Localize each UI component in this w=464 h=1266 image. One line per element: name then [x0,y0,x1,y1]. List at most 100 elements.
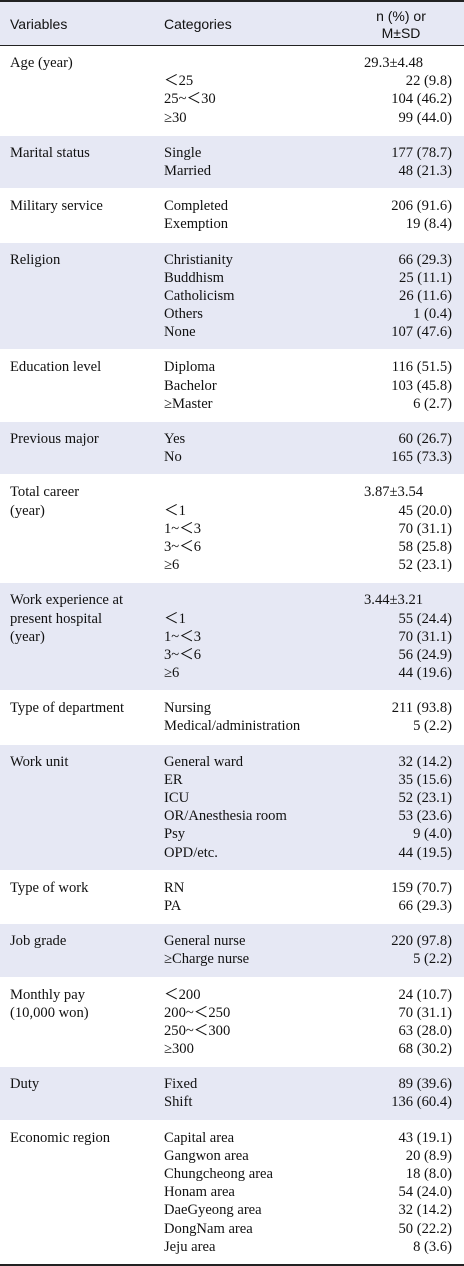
category-cell: Married [164,162,212,179]
header-n-line2: M±SD [381,25,421,41]
table-row: 1~＜3 70 (31.1) [0,628,464,646]
n-percent-cell: 63 (28.0) [398,1022,452,1039]
table-row: Completed 206 (91.6) [0,197,464,215]
n-percent-cell: 103 (45.8) [391,377,452,394]
n-percent-cell: 58 (25.8) [398,538,452,555]
variable-name: Military service [10,198,103,215]
category-cell: 1~＜3 [164,520,202,537]
n-percent-cell: 56 (24.9) [398,646,452,663]
variable-group: Economic region Capital area 43 (19.1) Gang… [0,1121,464,1266]
n-percent-cell: 43 (19.1) [398,1129,452,1146]
table-row: ≥300 68 (30.2) [0,1040,464,1058]
variable-name: Work experience at present hospital (yea… [10,592,124,645]
table-row: No 165 (73.3) [0,448,464,466]
category-cell: OR/Anesthesia room [164,808,287,825]
n-percent-cell: 60 (26.7) [398,431,452,447]
n-percent-cell: 99 (44.0) [398,109,452,126]
n-percent-cell: 211 (93.8) [391,700,452,717]
n-percent-cell: 116 (51.5) [391,359,452,376]
table-row: Gangwon area 20 (8.9) [0,1147,464,1165]
variable-name: Monthly pay (10,000 won) [10,986,89,1021]
variable-name: Duty [10,1076,40,1093]
category-cell: General nurse [164,933,246,950]
n-percent-cell: 26 (11.6) [399,287,452,304]
table-row: Buddhism 25 (11.1) [0,269,464,287]
n-percent-cell: 45 (20.0) [398,502,452,519]
variable-name: Marital status [10,144,90,161]
variable-group: Age (year) 29.3±4.48 ＜25 22 (9.8) 25~＜30 104 … [0,46,464,136]
category-cell: Medical/administration [164,718,301,735]
variable-name: Type of work [10,879,89,896]
table-row: ICU 52 (23.1) [0,789,464,807]
n-percent-cell: 89 (39.6) [398,1076,452,1093]
category-cell: ≥300 [164,1041,194,1058]
n-percent-cell: 70 (31.1) [398,1004,452,1021]
variable-name: Age (year) [10,55,73,71]
n-percent-cell: 32 (14.2) [398,753,452,770]
n-percent-cell: 8 (3.6) [413,1238,452,1255]
table-row: None 107 (47.6) [0,323,464,341]
table-row: Jeju area 8 (3.6) [0,1238,464,1256]
n-percent-cell: 50 (22.2) [398,1220,452,1237]
n-percent-cell: 206 (91.6) [391,198,452,215]
n-percent-cell: 70 (31.1) [398,628,452,645]
n-percent-cell: 165 (73.3) [391,449,452,466]
variable-group: Religion Christianity 66 (29.3) Buddhism 25 … [0,242,464,351]
category-cell: ＜1 [164,502,186,519]
table-row: Married 48 (21.3) [0,162,464,180]
category-cell [164,483,334,501]
category-cell: 200~＜250 [164,1004,231,1021]
n-percent-cell: 22 (9.8) [405,73,452,90]
n-percent-cell: 5 (2.2) [413,718,452,735]
table-row: 200~＜250 70 (31.1) [0,1004,464,1022]
n-percent-cell: 54 (24.0) [398,1184,452,1201]
variable-group: Total career (year) 3.87±3.54 ＜1 45 (20.0) 1… [0,475,464,584]
table-row: Yes 60 (26.7) [0,430,464,448]
table-row: DaeGyeong area 32 (14.2) [0,1201,464,1219]
n-percent-cell: 68 (30.2) [398,1041,452,1058]
table-row: OPD/etc. 44 (19.5) [0,844,464,862]
category-cell: Completed [164,198,229,215]
n-percent-cell: 66 (29.3) [398,251,452,268]
table-row: PA 66 (29.3) [0,897,464,915]
variable-group: Duty Fixed 89 (39.6) Shift 136 (60.4) [0,1067,464,1121]
n-percent-cell: 52 (23.1) [398,557,452,574]
variable-group: Type of department Nursing 211 (93.8) Medic… [0,691,464,745]
n-percent-cell: 24 (10.7) [398,986,452,1003]
n-percent-cell: 32 (14.2) [398,1202,452,1219]
variable-group: Job grade General nurse 220 (97.8) ≥Charge … [0,924,464,978]
table-row: OR/Anesthesia room 53 (23.6) [0,807,464,825]
table-row: Nursing 211 (93.8) [0,699,464,717]
variable-name: Total career (year) [10,484,80,519]
n-percent-cell: 6 (2.7) [413,395,452,412]
table-row: Bachelor 103 (45.8) [0,377,464,395]
category-cell: 1~＜3 [164,628,202,645]
table-row: ≥Charge nurse 5 (2.2) [0,950,464,968]
table-row: RN 159 (70.7) [0,879,464,897]
table-row: ≥30 99 (44.0) [0,109,464,127]
table-row: Chungcheong area 18 (8.0) [0,1165,464,1183]
n-percent-cell: 1 (0.4) [413,306,452,323]
n-percent-cell: 159 (70.7) [391,879,452,896]
category-cell [164,54,334,72]
category-cell: ≥Charge nurse [164,951,250,968]
variable-group: Previous major Yes 60 (26.7) No 165 (73.3) [0,422,464,476]
category-cell: Honam area [164,1184,235,1201]
table-row: 3.87±3.54 [0,483,464,501]
variable-group: Work experience at present hospital (yea… [0,583,464,692]
n-percent-cell: 136 (60.4) [391,1094,452,1111]
category-cell: OPD/etc. [164,844,218,861]
category-cell: 3~＜6 [164,646,202,663]
category-cell: Fixed [164,1076,198,1093]
category-cell: None [164,324,196,341]
category-cell: Psy [164,826,186,843]
header-n-line1: n (%) or [376,8,426,24]
category-cell: RN [164,879,185,896]
category-cell: 3~＜6 [164,538,202,555]
category-cell: Exemption [164,216,229,233]
category-cell: ＜25 [164,73,194,90]
table-row: Exemption 19 (8.4) [0,215,464,233]
variable-name: Education level [10,359,102,376]
variable-name: Previous major [10,431,99,447]
